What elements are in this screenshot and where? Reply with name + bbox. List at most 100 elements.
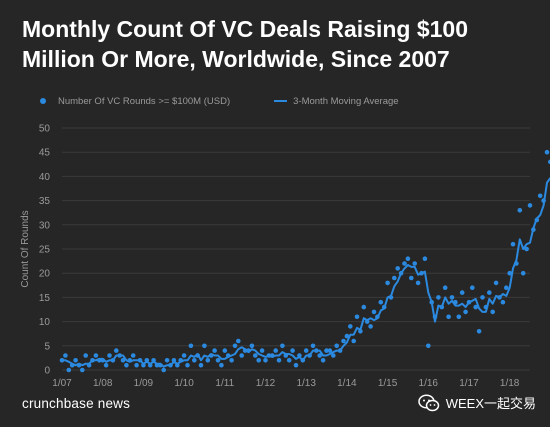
- data-point: [436, 295, 441, 300]
- chart-plot: 0 5 10 15 20 25 30 35 40 45 50 1/07 1/08 1/09 1/10 1/11…: [20, 124, 550, 388]
- chart-legend: Number Of VC Rounds >= $100M (USD) 3-Mon…: [40, 94, 443, 108]
- data-point: [392, 275, 397, 281]
- data-point: [432, 314, 438, 320]
- data-point: [358, 329, 363, 334]
- data-point: [405, 256, 411, 261]
- y-axis-label: Count Of Rounds: [20, 210, 31, 287]
- data-point: [114, 348, 119, 353]
- data-point: [242, 348, 248, 353]
- data-point: [168, 362, 173, 368]
- data-point: [144, 358, 150, 363]
- y-tick-label: 10: [39, 317, 51, 328]
- data-point: [151, 358, 156, 363]
- data-point: [517, 208, 523, 213]
- legend-label-rounds: Number Of VC Rounds >= $100M (USD): [58, 95, 231, 107]
- watermark: WEEX一起交易: [417, 393, 536, 412]
- data-point: [354, 314, 360, 320]
- data-point: [537, 193, 543, 199]
- data-point: [310, 343, 316, 349]
- legend-item-moving-average[interactable]: 3-Month Moving Average: [274, 96, 399, 107]
- x-tick-label: 1/18: [500, 378, 520, 388]
- data-point: [276, 358, 282, 363]
- data-point: [504, 285, 509, 290]
- data-point: [395, 266, 401, 271]
- data-point: [158, 362, 163, 368]
- x-tick-label: 1/16: [419, 378, 439, 388]
- data-point: [127, 358, 133, 363]
- data-point: [69, 362, 75, 368]
- data-point: [205, 358, 211, 363]
- data-point: [544, 149, 550, 155]
- x-tick-label: 1/17: [459, 378, 479, 388]
- data-point: [317, 353, 323, 358]
- data-point: [236, 338, 241, 344]
- data-point: [249, 343, 255, 349]
- y-tick-label: 25: [39, 245, 51, 256]
- data-point: [442, 285, 448, 290]
- data-point: [307, 353, 312, 358]
- data-point: [154, 362, 160, 368]
- series-line-moving-average: [62, 177, 550, 368]
- data-point: [514, 261, 519, 266]
- legend-dot-marker: [40, 98, 46, 104]
- data-point: [208, 353, 214, 358]
- legend-item-rounds[interactable]: Number Of VC Rounds >= $100M (USD): [40, 96, 230, 107]
- chart-title: Monthly Count Of VC Deals Raising $100 M…: [22, 16, 469, 72]
- data-point: [422, 256, 428, 261]
- data-point: [412, 261, 418, 266]
- data-point: [415, 280, 421, 286]
- data-point: [161, 367, 166, 373]
- x-tick-label: 1/14: [337, 378, 357, 388]
- data-point: [137, 358, 143, 363]
- data-point: [507, 270, 512, 276]
- data-point: [466, 299, 472, 305]
- data-point: [239, 353, 244, 358]
- data-point: [459, 290, 465, 295]
- data-point: [361, 304, 367, 310]
- data-point: [97, 358, 102, 363]
- data-point: [320, 358, 326, 363]
- data-point: [178, 358, 183, 363]
- data-point: [490, 309, 496, 315]
- data-point: [351, 338, 357, 344]
- data-point: [327, 348, 333, 353]
- data-point: [402, 261, 407, 266]
- y-tick-label: 5: [44, 341, 50, 352]
- data-point: [93, 353, 99, 358]
- data-point: [188, 343, 194, 349]
- data-point: [348, 324, 353, 329]
- data-point: [181, 353, 187, 358]
- data-point: [141, 362, 146, 368]
- x-tick-label: 1/13: [296, 378, 316, 388]
- data-point: [439, 304, 445, 310]
- legend-line-marker: [274, 100, 288, 102]
- data-point: [270, 353, 275, 358]
- data-point: [185, 362, 190, 368]
- data-point: [446, 314, 451, 320]
- y-tick-label: 45: [39, 148, 51, 159]
- data-point: [130, 353, 136, 358]
- y-tick-label: 0: [44, 366, 50, 377]
- data-point: [134, 362, 139, 368]
- x-tick-label: 1/09: [134, 378, 154, 388]
- data-point: [164, 358, 170, 363]
- y-tick-label: 40: [39, 172, 51, 183]
- data-point: [246, 348, 251, 353]
- data-point: [524, 246, 529, 252]
- data-point: [381, 304, 387, 310]
- data-point: [124, 362, 129, 368]
- data-point: [212, 348, 217, 353]
- y-tick-label: 30: [39, 220, 51, 231]
- data-point: [388, 295, 394, 300]
- data-point: [483, 304, 489, 310]
- data-point: [429, 299, 435, 305]
- data-point: [341, 338, 346, 344]
- data-point: [331, 353, 336, 358]
- data-point: [80, 367, 85, 373]
- data-point: [147, 362, 153, 368]
- data-point: [541, 198, 546, 203]
- x-tick-label: 1/08: [93, 378, 113, 388]
- data-point: [473, 304, 479, 310]
- data-point: [303, 348, 309, 353]
- data-point: [171, 358, 177, 363]
